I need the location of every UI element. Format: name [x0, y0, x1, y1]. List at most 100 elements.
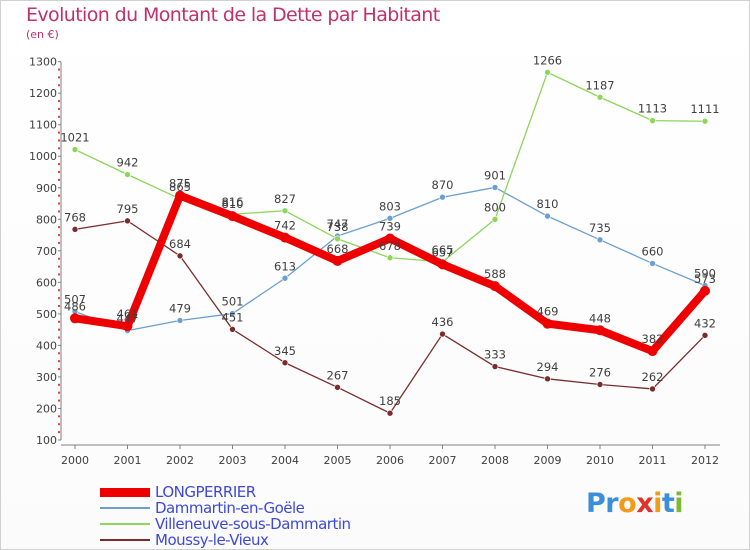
y-minor-tick — [58, 352, 60, 355]
data-label: 810 — [222, 197, 244, 211]
data-point — [124, 171, 131, 178]
y-minor-tick — [58, 194, 60, 197]
data-label: 447 — [117, 312, 139, 326]
data-point — [596, 93, 604, 101]
y-tick-label: 200 — [36, 402, 57, 415]
data-label: 1266 — [533, 53, 562, 67]
x-tick-label: 2005 — [324, 454, 352, 467]
y-minor-tick — [58, 431, 60, 434]
y-minor-tick — [58, 297, 60, 300]
y-minor-tick — [58, 226, 60, 229]
data-point — [281, 207, 289, 215]
data-label: 507 — [64, 293, 86, 307]
x-tick-label: 2012 — [691, 454, 719, 467]
logo-letter: i — [674, 488, 684, 519]
data-label: 800 — [484, 200, 506, 214]
data-label: 739 — [379, 220, 401, 234]
data-labels: 507 447 479 501 613 747 803 870 901 810 735 660 590 — [64, 168, 716, 325]
data-label: 479 — [169, 302, 191, 316]
data-point — [649, 117, 656, 124]
y-minor-tick — [58, 257, 60, 260]
data-point — [596, 381, 604, 388]
y-tick-label: 1300 — [29, 56, 57, 69]
data-point — [332, 255, 343, 266]
y-minor-tick — [58, 304, 60, 307]
y-axis-ticks: 100 200 300 400 500 600 700 800 900 1000 1100 1200 1… — [29, 56, 61, 447]
y-tick-label: 1200 — [29, 87, 57, 100]
data-label: 1021 — [60, 131, 89, 145]
data-point — [176, 317, 184, 324]
data-point — [649, 260, 656, 267]
y-tick-label: 300 — [36, 371, 57, 384]
x-tick-label: 2004 — [271, 454, 299, 467]
data-point — [176, 252, 184, 260]
data-label: 501 — [222, 295, 244, 309]
y-minor-tick — [58, 265, 60, 268]
data-point — [439, 330, 446, 338]
y-tick-label: 400 — [36, 339, 57, 352]
data-label: 486 — [64, 299, 86, 313]
x-tick-label: 2002 — [166, 454, 194, 467]
data-point — [491, 215, 499, 223]
data-label: 738 — [327, 220, 349, 234]
y-minor-tick — [58, 336, 60, 339]
y-tick-label: 1100 — [29, 119, 57, 132]
data-label: 810 — [537, 197, 559, 211]
data-point — [491, 184, 499, 191]
data-label: 742 — [274, 219, 296, 233]
data-label: 768 — [64, 210, 86, 224]
data-point — [544, 212, 551, 220]
data-label: 573 — [694, 272, 716, 286]
y-minor-tick — [58, 147, 60, 150]
data-labels: 768 795 684 451 345 267 185 436 333 294 276 262 432 — [64, 202, 716, 408]
y-minor-tick — [58, 383, 60, 386]
data-point — [124, 217, 131, 225]
data-label: 436 — [432, 315, 454, 329]
data-point — [385, 233, 395, 244]
y-minor-tick — [58, 234, 60, 237]
data-point — [701, 117, 709, 125]
y-minor-tick — [58, 139, 60, 142]
data-point — [439, 193, 446, 201]
data-label: 590 — [694, 267, 716, 281]
data-label: 657 — [432, 245, 454, 259]
data-label: 827 — [274, 192, 296, 206]
proxiti-logo: Proxiti — [586, 488, 684, 519]
data-label: 588 — [484, 267, 506, 281]
y-minor-tick — [58, 273, 60, 276]
legend-item-moussy: Moussy-le-Vieux — [100, 531, 351, 549]
y-tick-label: 800 — [36, 213, 57, 226]
y-minor-tick — [58, 391, 60, 394]
data-labels: 486 461 875 810 742 668 739 657 588 469 448 382 573 — [64, 177, 716, 346]
y-minor-tick — [58, 178, 60, 181]
y-tick-label: 600 — [36, 276, 57, 289]
data-label: 942 — [117, 156, 139, 170]
y-minor-tick — [58, 100, 60, 103]
y-tick-label: 1000 — [29, 150, 57, 163]
x-tick-label: 2009 — [534, 454, 562, 467]
data-point — [71, 226, 79, 233]
logo-letter: x — [636, 488, 654, 519]
x-tick-label: 2008 — [481, 454, 509, 467]
y-minor-tick — [58, 399, 60, 402]
x-tick-label: 2011 — [639, 454, 667, 467]
legend-item-villeneuve: Villeneuve-sous-Dammartin — [100, 515, 351, 533]
data-point — [281, 359, 289, 367]
data-label: 432 — [694, 316, 716, 330]
data-label: 678 — [379, 239, 401, 253]
data-point — [71, 146, 79, 153]
y-minor-tick — [58, 84, 60, 87]
y-minor-tick — [58, 289, 60, 292]
data-label: 451 — [222, 310, 244, 324]
data-point — [490, 281, 500, 292]
legend-swatch — [100, 487, 150, 497]
data-point — [437, 259, 448, 270]
y-tick-label: 700 — [36, 245, 57, 258]
data-label: 865 — [169, 180, 191, 194]
logo-letter: o — [618, 488, 637, 519]
data-label: 747 — [327, 217, 349, 231]
y-minor-tick — [58, 170, 60, 173]
y-minor-tick — [58, 107, 60, 110]
